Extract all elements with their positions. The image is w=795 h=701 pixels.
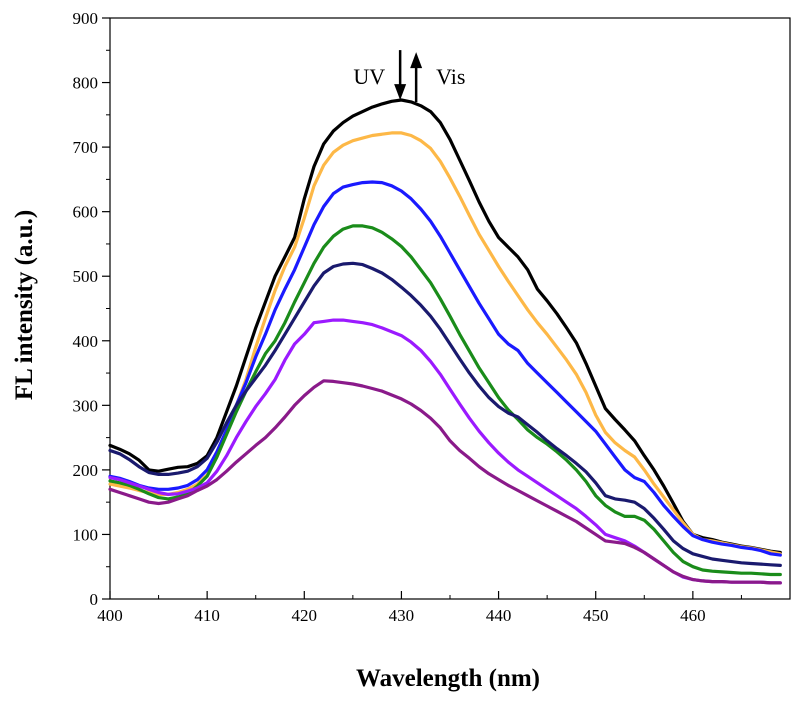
series-line-2 [108, 131, 782, 556]
y-tick-label: 700 [73, 138, 99, 157]
y-axis-title: FL intensity (a.u.) [11, 210, 38, 400]
y-tick-label: 900 [73, 9, 99, 28]
x-tick-label: 450 [583, 606, 609, 625]
annotation-vis-label: Vis [436, 64, 465, 89]
y-tick-label: 100 [73, 525, 99, 544]
series-layer [108, 98, 782, 585]
series-line-4 [108, 224, 782, 577]
x-tick-label: 410 [194, 606, 220, 625]
series-line-3 [108, 180, 782, 557]
y-tick-label: 300 [73, 396, 99, 415]
arrow-down-head [394, 84, 407, 101]
x-axis-title: Wavelength (nm) [356, 665, 540, 692]
series-line-1 [108, 98, 782, 555]
plot-frame [109, 17, 791, 600]
x-tick-label: 460 [680, 606, 706, 625]
x-tick-label: 440 [486, 606, 512, 625]
annotation-layer: UV Vis [353, 50, 465, 103]
x-tick-label: 420 [292, 606, 318, 625]
y-tick-label: 500 [73, 267, 99, 286]
series-line-5 [108, 261, 782, 567]
arrow-up-head [410, 52, 423, 69]
x-tick-label: 430 [389, 606, 415, 625]
plot-area [109, 17, 791, 600]
series-line-7 [108, 379, 782, 585]
y-tick-label: 600 [73, 203, 99, 222]
y-tick-label: 400 [73, 332, 99, 351]
axes-layer: 400 410 420 430 440 450 460 0 100 200 300 400 500 600… [73, 9, 742, 625]
y-tick-label: 0 [90, 590, 99, 609]
y-tick-label: 800 [73, 74, 99, 93]
x-tick-label: 400 [97, 606, 123, 625]
y-tick-label: 200 [73, 461, 99, 480]
annotation-uv-label: UV [353, 64, 385, 89]
